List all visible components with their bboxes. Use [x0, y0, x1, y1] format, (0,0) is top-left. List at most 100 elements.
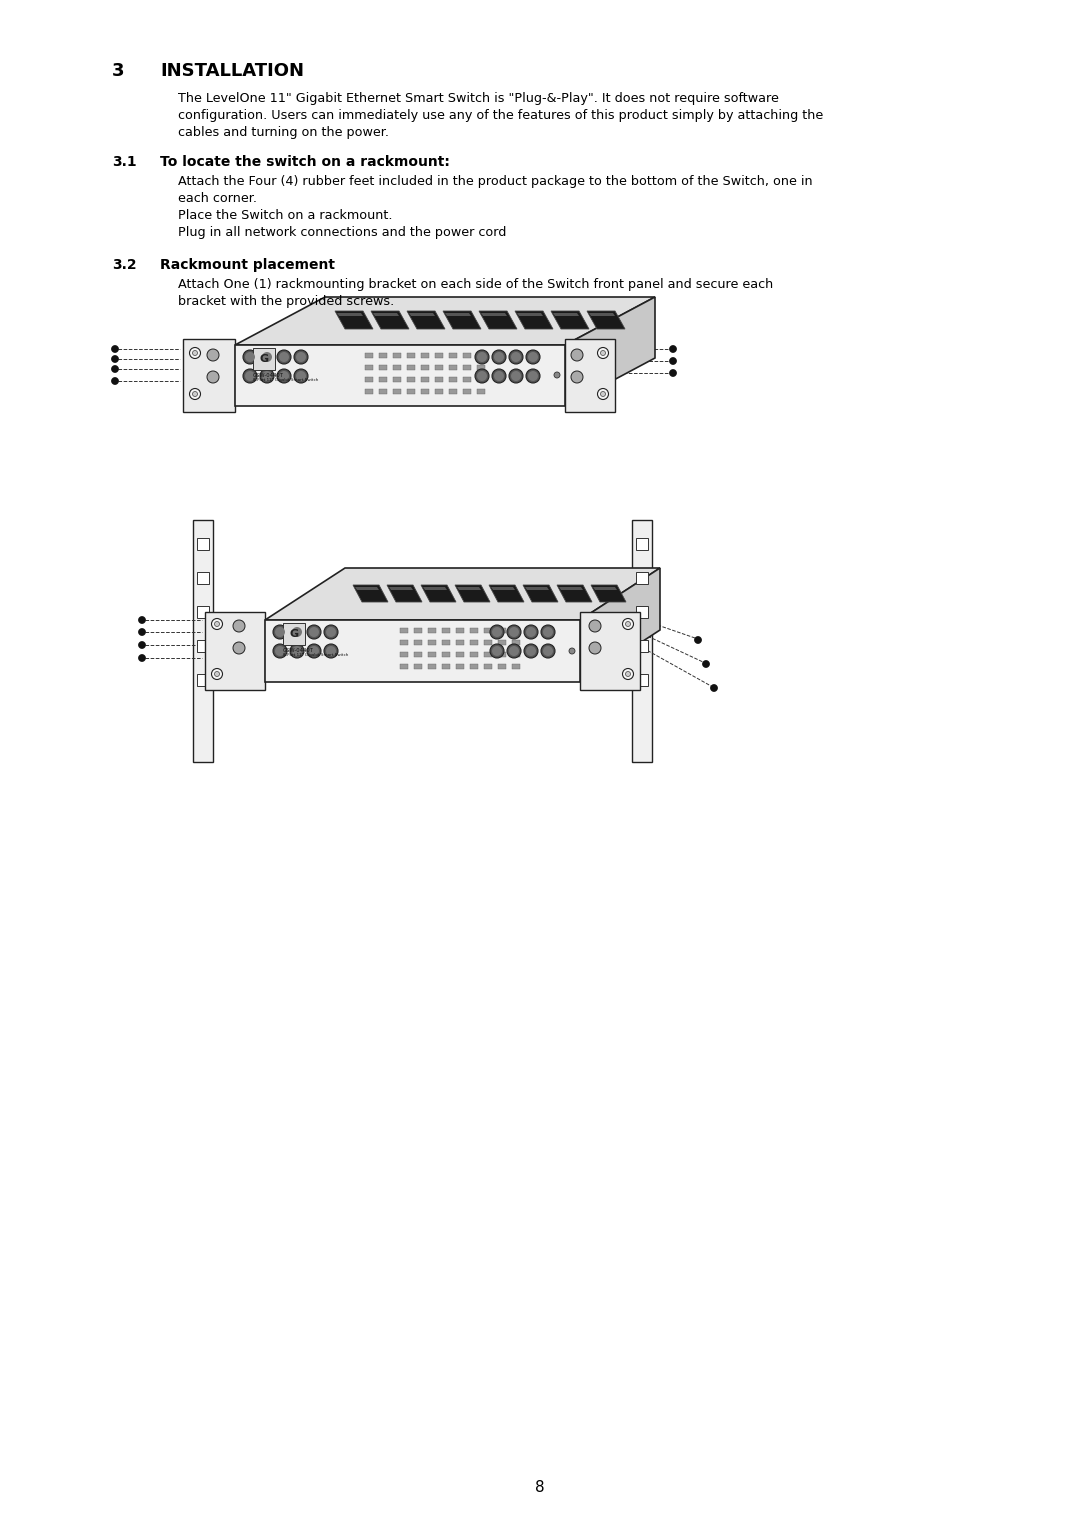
Text: INSTALLATION: INSTALLATION	[160, 63, 303, 79]
Bar	[400, 628, 408, 633]
Circle shape	[541, 643, 555, 659]
Circle shape	[326, 646, 336, 656]
Bar	[193, 520, 213, 762]
Circle shape	[528, 371, 538, 380]
Text: configuration. Users can immediately use any of the features of this product sim: configuration. Users can immediately use…	[178, 108, 823, 122]
Circle shape	[275, 646, 285, 656]
Bar	[414, 665, 422, 669]
Circle shape	[324, 643, 338, 659]
Bar	[512, 665, 519, 669]
Text: 3: 3	[112, 63, 124, 79]
Circle shape	[600, 391, 606, 396]
Bar	[463, 365, 471, 370]
Bar	[183, 339, 235, 413]
Polygon shape	[515, 312, 553, 329]
Circle shape	[625, 671, 631, 677]
Text: Attach the Four (4) rubber feet included in the product package to the bottom of: Attach the Four (4) rubber feet included…	[178, 176, 812, 188]
Bar	[498, 665, 507, 669]
Bar	[470, 628, 478, 633]
Circle shape	[509, 626, 519, 637]
Circle shape	[569, 648, 575, 654]
Bar	[197, 640, 210, 652]
Circle shape	[507, 625, 521, 639]
Bar	[435, 390, 443, 394]
Bar	[365, 377, 373, 382]
Polygon shape	[355, 587, 379, 590]
Bar	[428, 665, 436, 669]
Circle shape	[475, 368, 489, 384]
Polygon shape	[421, 585, 456, 602]
Bar	[512, 628, 519, 633]
Polygon shape	[457, 587, 481, 590]
Circle shape	[215, 671, 219, 677]
Circle shape	[494, 351, 504, 362]
Text: Plug in all network connections and the power cord: Plug in all network connections and the …	[178, 226, 507, 238]
Polygon shape	[589, 313, 615, 316]
Bar	[442, 640, 450, 645]
Circle shape	[509, 350, 523, 364]
Bar	[197, 607, 210, 617]
Polygon shape	[423, 587, 447, 590]
Bar	[379, 365, 387, 370]
Polygon shape	[481, 313, 507, 316]
Circle shape	[189, 388, 201, 399]
Bar	[477, 377, 485, 382]
Bar	[470, 652, 478, 657]
Bar	[235, 345, 565, 406]
Polygon shape	[525, 587, 549, 590]
Bar	[393, 377, 401, 382]
Bar	[449, 365, 457, 370]
Circle shape	[233, 620, 245, 633]
Circle shape	[492, 350, 507, 364]
Bar	[636, 640, 648, 652]
Circle shape	[111, 377, 119, 385]
Bar	[463, 353, 471, 358]
Polygon shape	[491, 587, 515, 590]
Bar	[484, 652, 492, 657]
Bar	[283, 623, 305, 645]
Text: To locate the switch on a rackmount:: To locate the switch on a rackmount:	[160, 154, 450, 170]
Bar	[414, 640, 422, 645]
Bar	[449, 353, 457, 358]
Polygon shape	[580, 568, 660, 681]
Text: Attach One (1) rackmounting bracket on each side of the Switch front panel and s: Attach One (1) rackmounting bracket on e…	[178, 278, 773, 290]
Bar	[512, 652, 519, 657]
Circle shape	[492, 368, 507, 384]
Bar	[463, 390, 471, 394]
Text: The LevelOne 11" Gigabit Ethernet Smart Switch is "Plug-&-Play". It does not req: The LevelOne 11" Gigabit Ethernet Smart …	[178, 92, 779, 105]
Bar	[498, 652, 507, 657]
Bar	[435, 353, 443, 358]
Bar	[379, 390, 387, 394]
Polygon shape	[353, 585, 388, 602]
Circle shape	[307, 643, 321, 659]
Circle shape	[507, 643, 521, 659]
Text: Rackmount placement: Rackmount placement	[160, 258, 335, 272]
Polygon shape	[387, 585, 422, 602]
Circle shape	[526, 626, 536, 637]
Bar	[407, 365, 415, 370]
Bar	[456, 628, 464, 633]
Bar	[512, 640, 519, 645]
Circle shape	[296, 351, 306, 362]
Polygon shape	[523, 585, 558, 602]
Circle shape	[189, 347, 201, 359]
Bar	[365, 390, 373, 394]
Polygon shape	[559, 587, 583, 590]
Circle shape	[309, 626, 319, 637]
Polygon shape	[407, 312, 445, 329]
Polygon shape	[337, 313, 363, 316]
Circle shape	[273, 625, 287, 639]
Circle shape	[492, 626, 502, 637]
Circle shape	[326, 626, 336, 637]
Circle shape	[207, 371, 219, 384]
Circle shape	[622, 619, 634, 630]
Bar	[565, 339, 615, 413]
Circle shape	[279, 351, 289, 362]
Polygon shape	[265, 568, 660, 620]
Circle shape	[524, 625, 538, 639]
Circle shape	[111, 356, 119, 362]
Circle shape	[212, 669, 222, 680]
Bar	[265, 620, 580, 681]
Text: bracket with the provided screws.: bracket with the provided screws.	[178, 295, 394, 309]
Bar	[470, 640, 478, 645]
